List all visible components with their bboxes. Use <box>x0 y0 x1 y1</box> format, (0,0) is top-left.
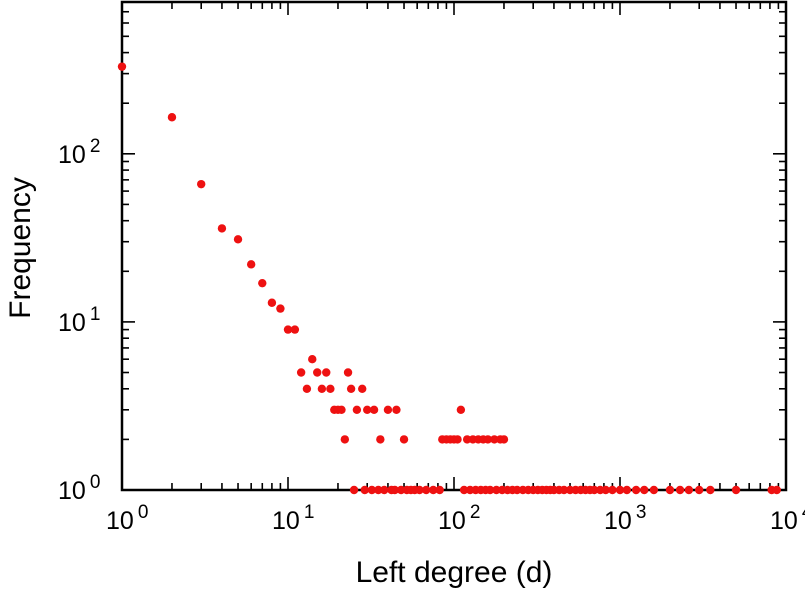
data-point <box>665 485 675 495</box>
tick-label: 10 0 <box>106 502 148 535</box>
data-point <box>675 485 685 495</box>
data-point <box>490 435 499 444</box>
data-point <box>343 368 353 377</box>
data-point <box>640 485 649 495</box>
data-point <box>492 485 501 495</box>
data-point <box>453 435 462 444</box>
data-point <box>367 485 377 495</box>
data-point <box>337 405 346 414</box>
data-point <box>322 368 331 377</box>
axis-ticks <box>121 1 787 491</box>
tick-label: 10 2 <box>438 502 480 535</box>
data-point <box>590 485 599 495</box>
data-point <box>622 485 632 495</box>
data-point <box>483 435 493 444</box>
tick-label: 10 3 <box>604 502 646 535</box>
data-point <box>499 435 509 444</box>
data-point <box>352 405 362 414</box>
data-point <box>462 435 472 444</box>
data-point <box>429 485 438 495</box>
data-point <box>267 298 277 307</box>
data-point <box>684 485 694 495</box>
data-point <box>631 485 641 495</box>
data-point <box>512 485 522 495</box>
data-point <box>360 485 369 495</box>
data-point <box>363 405 372 414</box>
data-point <box>283 325 293 334</box>
data-point <box>380 485 389 495</box>
data-point <box>421 485 431 495</box>
tick-labels: 100 101 102 103 104 100 101 102 <box>58 136 805 535</box>
data-point <box>772 485 781 495</box>
data-point <box>435 485 444 495</box>
data-point <box>117 62 127 71</box>
data-point <box>559 485 569 495</box>
plot-frame <box>120 0 788 492</box>
data-point <box>346 384 356 393</box>
data-point <box>358 384 367 393</box>
data-point <box>608 485 617 495</box>
data-point <box>456 405 466 414</box>
data-point <box>217 224 227 233</box>
data-point <box>376 435 385 444</box>
tick-label: 104 <box>770 502 805 535</box>
data-points <box>117 62 781 495</box>
data-point <box>290 325 300 334</box>
data-point <box>246 260 256 269</box>
data-point <box>390 485 400 495</box>
data-point <box>233 235 243 244</box>
data-point <box>369 405 379 414</box>
y-axis-label: Frequency <box>4 177 37 319</box>
data-point <box>485 485 495 495</box>
data-point <box>459 485 469 495</box>
data-point <box>383 405 393 414</box>
data-point <box>695 485 704 495</box>
x-axis-label: Left degree (d) <box>356 556 553 589</box>
data-point <box>396 485 406 495</box>
tick-label: 10 2 <box>58 136 100 169</box>
data-point <box>415 485 424 495</box>
data-point <box>615 485 625 495</box>
data-point <box>601 485 610 495</box>
data-point <box>296 368 306 377</box>
data-point <box>349 485 359 495</box>
data-point <box>399 435 409 444</box>
tick-label: 10 0 <box>58 472 100 505</box>
data-point <box>392 405 401 414</box>
data-point <box>258 278 267 288</box>
tick-label: 10 1 <box>272 502 314 535</box>
data-point <box>731 485 741 495</box>
data-point <box>197 179 206 189</box>
data-point <box>326 384 335 393</box>
data-point <box>374 485 383 495</box>
data-point <box>706 485 715 495</box>
data-point <box>340 435 350 444</box>
data-point <box>167 113 177 122</box>
data-point <box>649 485 659 495</box>
data-point <box>317 384 327 393</box>
plot-frame-layer <box>120 0 788 492</box>
tick-label: 10 1 <box>58 304 100 337</box>
data-point <box>313 368 322 377</box>
data-point <box>302 384 312 393</box>
data-point <box>308 354 317 364</box>
data-point <box>276 304 285 313</box>
